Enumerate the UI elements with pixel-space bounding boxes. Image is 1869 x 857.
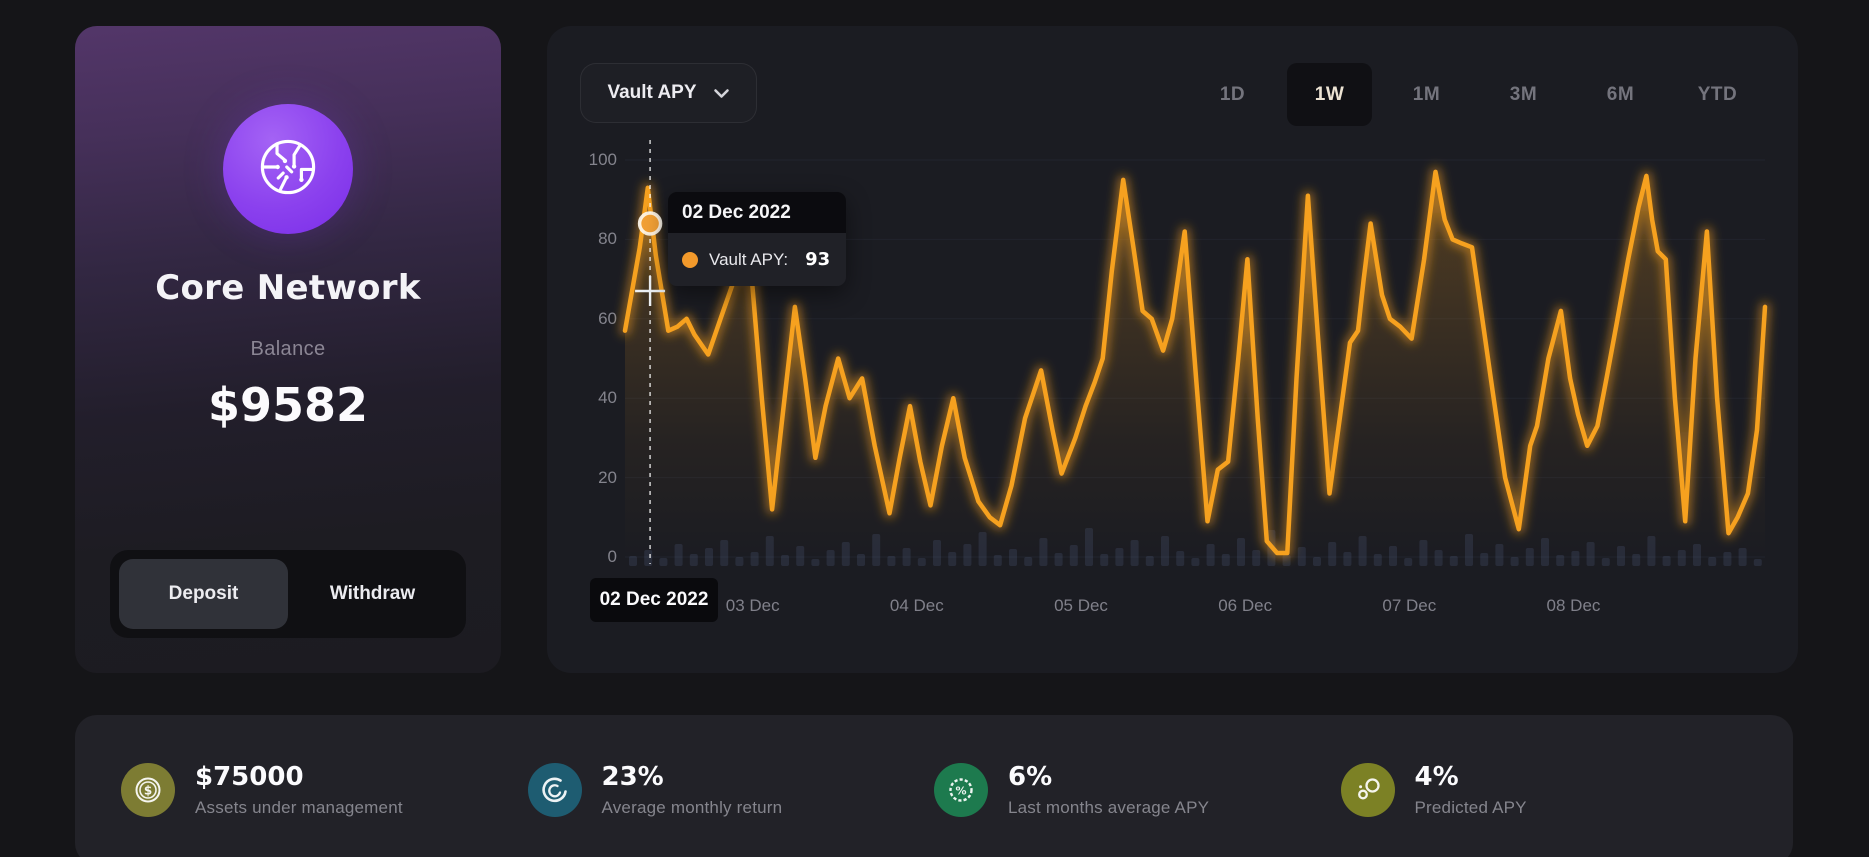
stat-aum: $ $75000 Assets under management [121, 762, 528, 818]
stat-value-aum: $75000 [195, 762, 304, 792]
dollar-coin-icon: $ [121, 763, 175, 817]
range-tab-1m[interactable]: 1M [1412, 83, 1441, 105]
stat-predicted-apy: 4% Predicted APY [1340, 762, 1748, 818]
y-tick-20: 20 [598, 467, 617, 487]
tooltip-series-label: Vault APY: [709, 249, 789, 269]
vault-name: Core Network [155, 268, 421, 308]
x-tick-04-dec: 04 Dec [889, 596, 944, 615]
range-tab-1d[interactable]: 1D [1219, 83, 1246, 105]
y-tick-80: 80 [598, 229, 617, 249]
chart-tooltip: 02 Dec 2022 Vault APY: 93 [668, 192, 846, 286]
x-tick-06-dec: 06 Dec [1218, 596, 1273, 615]
brain-circuit-icon [249, 128, 327, 211]
x-tick-05-dec: 05 Dec [1054, 596, 1108, 615]
range-tab-3m[interactable]: 3M [1509, 83, 1538, 105]
series-dot-icon [682, 251, 698, 268]
metric-selector-label: Vault APY [607, 82, 697, 103]
stat-value-last-months-avg-apy: 6% [1008, 762, 1053, 792]
x-tick-03-dec: 03 Dec [725, 596, 780, 615]
stats-bar: $ $75000 Assets under management 23% Average… [75, 715, 1793, 857]
range-tab-ytd[interactable]: YTD [1697, 83, 1738, 105]
y-tick-100: 100 [588, 150, 617, 169]
chevron-down-icon [713, 88, 730, 99]
stat-label-aum: Assets under management [195, 798, 403, 817]
metric-selector[interactable]: Vault APY [580, 63, 757, 123]
balance-label: Balance [250, 338, 326, 360]
range-tab-6m[interactable]: 6M [1606, 83, 1635, 105]
apy-line-chart[interactable] [620, 140, 1770, 566]
y-tick-40: 40 [598, 388, 617, 408]
apy-chart-svg [620, 140, 1770, 566]
vault-card: Core Network Balance $9582 Deposit Withd… [75, 26, 501, 673]
stat-avg-monthly-return: 23% Average monthly return [527, 762, 935, 818]
tooltip-date: 02 Dec 2022 [668, 192, 846, 233]
svg-text:%: % [955, 784, 966, 797]
crescent-return-icon [527, 763, 582, 817]
tooltip-value: 93 [805, 249, 831, 270]
tooltip-body: Vault APY: 93 [668, 233, 846, 286]
bubbles-icon [1340, 763, 1395, 817]
deposit-button[interactable]: Deposit [119, 559, 288, 629]
y-tick-60: 60 [598, 308, 617, 328]
vault-logo [223, 104, 353, 234]
stat-last-months-avg-apy: % 6% Last months average APY [934, 762, 1341, 818]
balance-value: $9582 [207, 378, 369, 432]
stat-label-predicted-apy: Predicted APY [1414, 798, 1527, 817]
range-tab-1w[interactable]: 1W [1287, 63, 1372, 126]
stat-value-avg-monthly-return: 23% [601, 762, 664, 792]
y-tick-0: 0 [607, 547, 617, 566]
withdraw-button[interactable]: Withdraw [329, 583, 416, 604]
percent-badge-icon: % [934, 763, 988, 817]
stat-label-last-months-avg-apy: Last months average APY [1008, 798, 1210, 817]
stat-label-avg-monthly-return: Average monthly return [601, 798, 783, 817]
chart-panel: Vault APY 1D 1W 1M 3M 6M YTD 0 20 40 60 80 100 03 … [547, 26, 1798, 673]
range-tabs: 1D 1W 1M 3M 6M YTD [1190, 63, 1760, 126]
hover-date-badge: 02 Dec 2022 [590, 578, 718, 622]
x-tick-07-dec: 07 Dec [1382, 596, 1437, 615]
deposit-withdraw-toggle: Deposit Withdraw [110, 550, 466, 638]
x-tick-08-dec: 08 Dec [1546, 596, 1601, 615]
stat-value-predicted-apy: 4% [1414, 762, 1459, 792]
svg-text:$: $ [144, 784, 152, 798]
